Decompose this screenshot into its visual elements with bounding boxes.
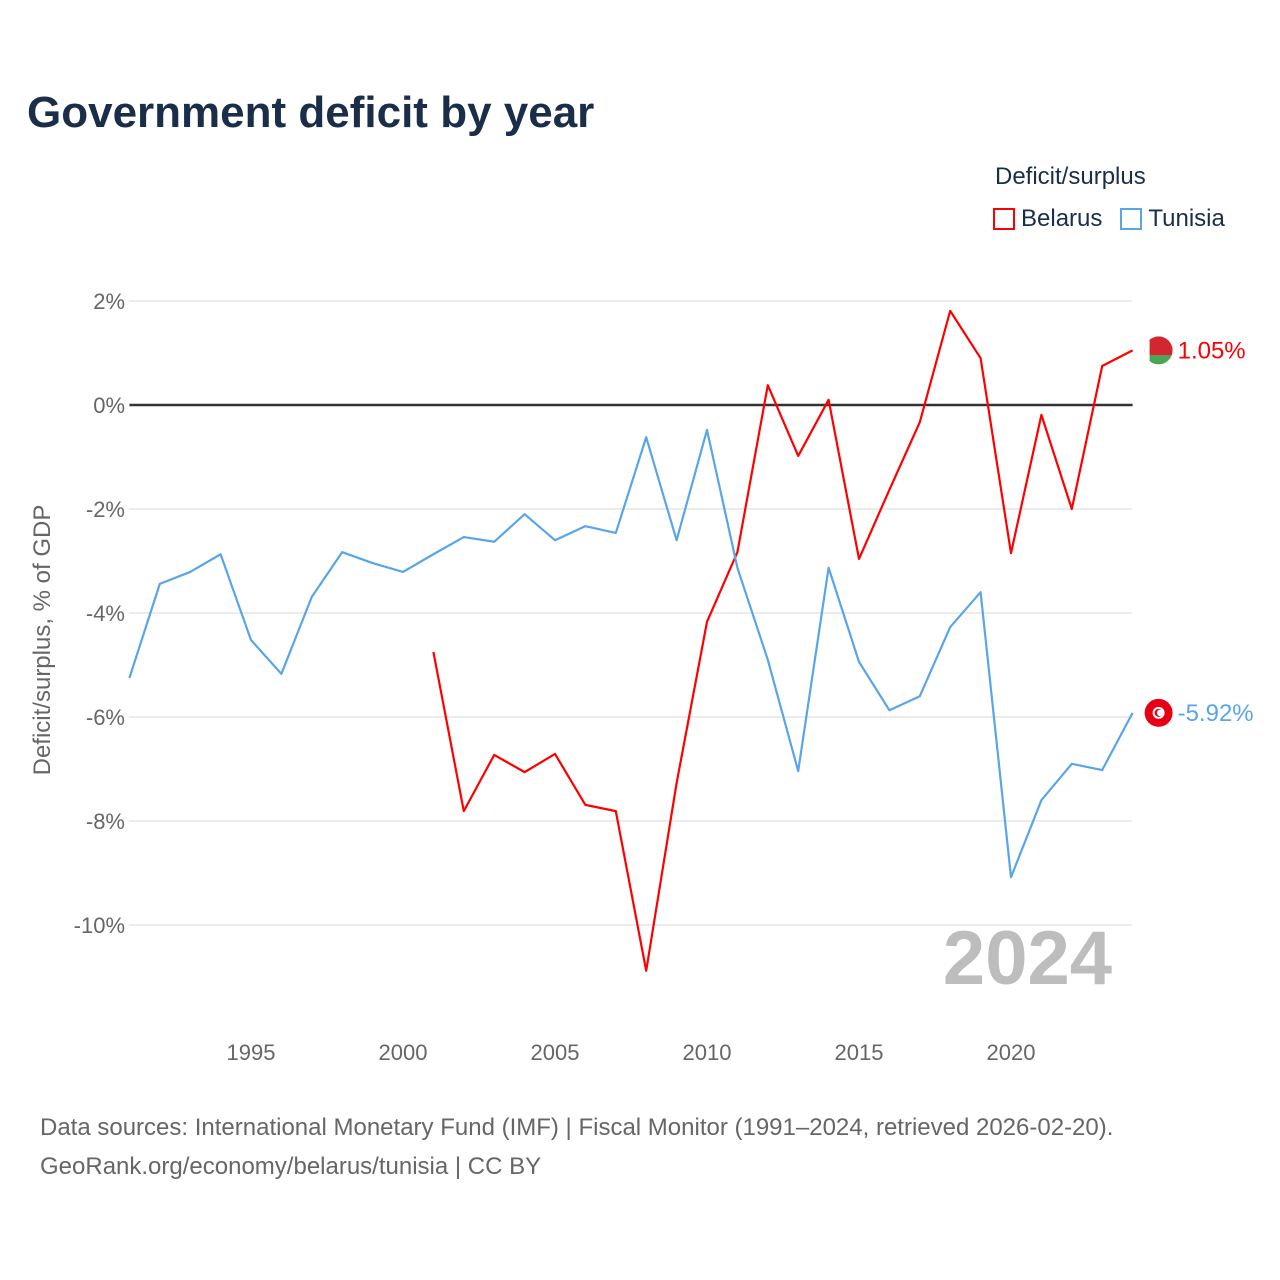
data-point-belarus[interactable] [552,751,558,757]
x-tick-label: 2000 [379,1040,428,1065]
data-point-tunisia[interactable] [826,565,832,571]
x-tick-label: 2015 [835,1040,884,1065]
data-point-tunisia[interactable] [917,693,923,699]
data-point-tunisia[interactable] [552,537,558,543]
data-point-tunisia[interactable] [400,569,406,575]
data-point-tunisia[interactable] [339,549,345,555]
year-watermark: 2024 [943,916,1112,1001]
y-tick-label: -4% [86,601,125,626]
legend-label-belarus: Belarus [1021,205,1103,232]
data-point-tunisia[interactable] [430,551,436,557]
end-label-tunisia: -5.92% [1178,700,1254,727]
data-point-belarus[interactable] [674,780,680,786]
data-point-belarus[interactable] [704,619,710,625]
x-tick-label: 1995 [227,1040,276,1065]
data-point-tunisia[interactable] [1069,761,1075,767]
y-tick-label: -2% [86,497,125,522]
data-point-tunisia[interactable] [1130,710,1136,716]
data-point-belarus[interactable] [522,769,528,775]
source-line-1: Data sources: International Monetary Fun… [40,1114,1114,1141]
data-point-tunisia[interactable] [1038,797,1044,803]
end-label-belarus: 1.05% [1178,337,1246,364]
legend-title: Deficit/surplus [995,163,1146,190]
data-point-tunisia[interactable] [734,565,740,571]
data-point-tunisia[interactable] [522,511,528,517]
series-line-tunisia[interactable] [128,428,1134,879]
source-note: Data sources: International Monetary Fun… [40,1108,1113,1186]
data-point-belarus[interactable] [1008,550,1014,556]
series-line-belarus[interactable] [432,309,1134,972]
data-point-belarus[interactable] [765,382,771,388]
data-point-belarus[interactable] [613,808,619,814]
data-point-belarus[interactable] [430,649,436,655]
y-tick-label: 2% [93,289,125,314]
chart-title: Government deficit by year [27,88,595,137]
data-point-tunisia[interactable] [126,675,132,681]
data-point-belarus[interactable] [917,419,923,425]
legend-label-tunisia: Tunisia [1148,205,1225,232]
data-point-belarus[interactable] [1038,412,1044,418]
x-tick-label: 2010 [683,1040,732,1065]
data-point-tunisia[interactable] [187,569,193,575]
data-point-belarus[interactable] [795,453,801,459]
data-point-tunisia[interactable] [1008,874,1014,880]
data-point-tunisia[interactable] [370,560,376,566]
data-point-belarus[interactable] [1069,506,1075,512]
data-point-belarus[interactable] [461,808,467,814]
data-point-tunisia[interactable] [582,523,588,529]
y-tick-label: -10% [74,913,125,938]
data-point-tunisia[interactable] [1099,767,1105,773]
data-point-tunisia[interactable] [157,581,163,587]
legend-item-tunisia[interactable]: Tunisia [1120,205,1225,233]
data-point-tunisia[interactable] [278,671,284,677]
data-point-tunisia[interactable] [886,707,892,713]
data-point-belarus[interactable] [1130,347,1136,353]
legend: Belarus Tunisia [993,205,1225,233]
legend-swatch-belarus [993,208,1015,230]
data-point-tunisia[interactable] [491,539,497,545]
data-point-belarus[interactable] [491,752,497,758]
data-point-tunisia[interactable] [947,624,953,630]
x-tick-label: 2020 [987,1040,1036,1065]
data-point-belarus[interactable] [643,968,649,974]
data-point-tunisia[interactable] [461,534,467,540]
data-point-belarus[interactable] [947,308,953,314]
flag-icon-tunisia [1144,698,1173,727]
data-point-tunisia[interactable] [643,434,649,440]
legend-swatch-tunisia [1120,208,1143,230]
data-point-belarus[interactable] [1099,363,1105,369]
data-point-belarus[interactable] [856,556,862,562]
data-point-tunisia[interactable] [218,551,224,557]
data-point-belarus[interactable] [826,397,832,403]
data-point-tunisia[interactable] [613,530,619,536]
y-tick-label: -8% [86,809,125,834]
data-point-belarus[interactable] [886,487,892,493]
source-line-2[interactable]: GeoRank.org/economy/belarus/tunisia | CC… [40,1153,542,1180]
data-point-tunisia[interactable] [704,427,710,433]
data-point-tunisia[interactable] [248,637,254,643]
flag-icon-belarus [1144,336,1173,365]
data-point-tunisia[interactable] [978,589,984,595]
x-tick-label: 2005 [531,1040,580,1065]
data-point-tunisia[interactable] [765,657,771,663]
data-point-belarus[interactable] [978,355,984,361]
data-point-tunisia[interactable] [856,659,862,665]
data-point-belarus[interactable] [582,802,588,808]
data-point-tunisia[interactable] [795,768,801,774]
y-tick-label: -6% [86,705,125,730]
y-tick-label: 0% [93,393,125,418]
y-axis-label: Deficit/surplus, % of GDP [29,505,56,776]
data-point-tunisia[interactable] [309,594,315,600]
legend-item-belarus[interactable]: Belarus [993,205,1102,233]
data-point-tunisia[interactable] [674,537,680,543]
